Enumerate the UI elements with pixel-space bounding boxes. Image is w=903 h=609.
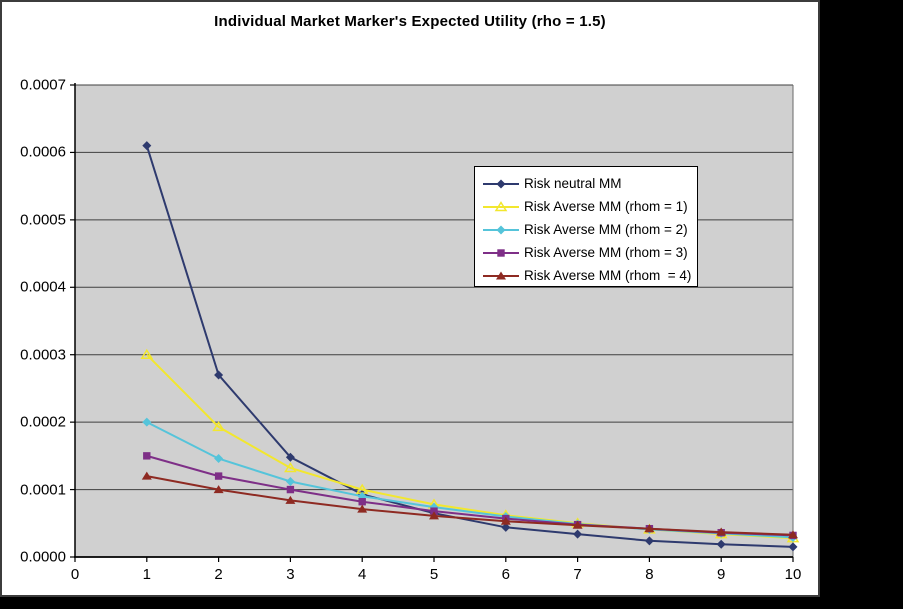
y-tick-label: 0.0005 (20, 211, 66, 229)
y-tick-label: 0.0007 (20, 76, 66, 94)
marker-diamond (285, 476, 295, 486)
y-tick-label: 0.0001 (20, 481, 66, 499)
marker-diamond (142, 417, 152, 427)
chart-panel: Individual Market Marker's Expected Util… (0, 0, 820, 597)
x-tick-label: 4 (358, 566, 367, 583)
legend-marker-rhom-2 (483, 225, 519, 234)
legend-item-rhom-1: Risk Averse MM (rhom = 1) (483, 195, 697, 218)
marker-diamond (285, 452, 295, 462)
legend-label: Risk neutral MM (524, 176, 622, 191)
marker-square (214, 472, 223, 480)
x-tick-label: 3 (286, 566, 295, 583)
x-tick-label: 8 (645, 566, 654, 583)
legend: Risk neutral MM Risk Averse MM (rhom = 1… (474, 166, 698, 287)
legend-label: Risk Averse MM (rhom = 1) (524, 199, 688, 214)
y-tick-label: 0.0002 (20, 413, 66, 431)
legend-marker-rhom-1 (483, 200, 519, 211)
legend-label: Risk Averse MM (rhom = 3) (524, 245, 688, 260)
legend-item-rhom-2: Risk Averse MM (rhom = 2) (483, 218, 697, 241)
plot-area (70, 83, 800, 562)
legend-marker-risk-neutral (483, 179, 519, 188)
x-tick-label: 7 (573, 566, 582, 583)
marker-triangle (357, 504, 368, 513)
marker-diamond (496, 225, 506, 234)
marker-square (358, 498, 366, 506)
marker-diamond (501, 522, 511, 532)
marker-triangle (496, 271, 506, 279)
marker-triangle (212, 420, 225, 432)
marker-diamond (716, 539, 726, 549)
legend-item-risk-neutral: Risk neutral MM (483, 172, 697, 195)
marker-triangle (500, 516, 511, 525)
marker-diamond (644, 536, 654, 546)
marker-diamond (788, 542, 798, 552)
marker-triangle (572, 520, 583, 529)
y-tick-label: 0.0004 (20, 278, 66, 296)
legend-item-rhom-4: Risk Averse MM (rhom = 4) (483, 264, 697, 287)
marker-diamond (214, 454, 224, 464)
legend-marker-rhom-4 (483, 271, 519, 279)
x-tick-label: 1 (142, 566, 151, 583)
marker-square (430, 507, 438, 515)
marker-triangle (213, 485, 224, 494)
series-line-0 (145, 145, 794, 548)
x-tick-label: 10 (784, 566, 802, 583)
series-line-4 (146, 475, 794, 536)
marker-triangle (429, 511, 439, 520)
marker-square (143, 452, 151, 460)
marker-triangle (788, 530, 798, 539)
marker-square (286, 485, 295, 494)
x-tick-label: 5 (429, 566, 439, 583)
marker-triangle (494, 200, 508, 211)
marker-triangle (285, 495, 296, 504)
legend-marker-rhom-3 (483, 248, 519, 257)
marker-diamond (573, 529, 583, 539)
y-tick-label: 0.0006 (20, 143, 66, 161)
plot-background (75, 85, 793, 557)
chart-title: Individual Market Marker's Expected Util… (214, 13, 606, 30)
marker-triangle (284, 462, 297, 473)
legend-label: Risk Averse MM (rhom = 4) (524, 268, 692, 283)
marker-triangle (716, 527, 727, 536)
x-tick-label: 6 (501, 566, 510, 583)
marker-diamond (214, 370, 224, 380)
marker-triangle (644, 524, 655, 533)
marker-diamond (142, 141, 152, 151)
marker-triangle (141, 471, 152, 480)
marker-triangle (140, 348, 154, 359)
y-tick-label: 0.0003 (20, 346, 66, 364)
x-tick-label: 0 (70, 566, 80, 583)
legend-item-rhom-3: Risk Averse MM (rhom = 3) (483, 241, 697, 264)
marker-diamond (496, 179, 506, 188)
legend-label: Risk Averse MM (rhom = 2) (524, 222, 688, 237)
x-tick-label: 9 (717, 566, 726, 583)
marker-square (497, 248, 505, 257)
x-tick-label: 2 (214, 566, 223, 583)
y-tick-label: 0.0000 (20, 548, 66, 566)
